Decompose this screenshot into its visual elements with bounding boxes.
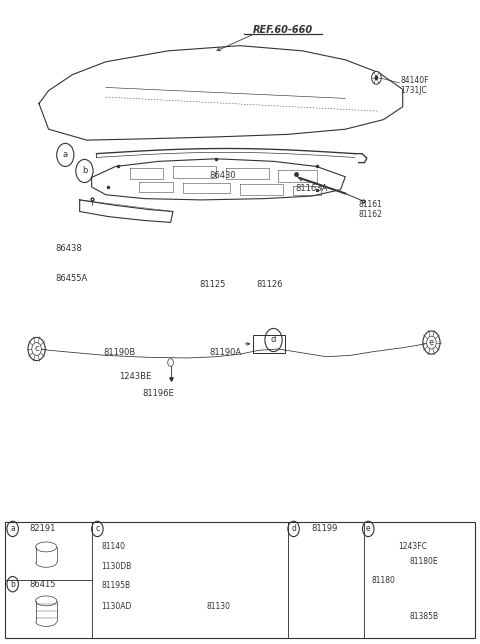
Text: 86430: 86430	[209, 171, 236, 180]
Text: e: e	[429, 338, 434, 347]
Text: 81190A: 81190A	[209, 348, 241, 357]
Text: 81385B: 81385B	[410, 612, 439, 621]
Text: 81130: 81130	[206, 601, 230, 611]
Text: 81140: 81140	[101, 542, 125, 551]
Text: 81126: 81126	[257, 280, 283, 289]
Text: a: a	[63, 151, 68, 160]
Text: 86455A: 86455A	[56, 274, 88, 283]
Text: b: b	[10, 580, 15, 589]
Text: 86438: 86438	[56, 243, 83, 252]
Text: 84140F
1731JC: 84140F 1731JC	[400, 76, 429, 95]
Text: 81180: 81180	[372, 576, 396, 585]
Text: 1130DB: 1130DB	[101, 562, 132, 571]
Text: REF.60-660: REF.60-660	[253, 24, 313, 35]
Text: c: c	[34, 345, 39, 354]
Text: d: d	[271, 336, 276, 345]
Text: e: e	[366, 524, 371, 533]
Text: c: c	[96, 524, 99, 533]
Circle shape	[427, 336, 436, 349]
Text: 81125: 81125	[199, 280, 226, 289]
Text: 1243BE: 1243BE	[120, 372, 152, 381]
Text: 81190B: 81190B	[104, 348, 136, 357]
Text: 1130AD: 1130AD	[101, 601, 132, 611]
Text: b: b	[82, 167, 87, 175]
Circle shape	[372, 71, 381, 84]
Text: a: a	[10, 524, 15, 533]
Circle shape	[32, 343, 41, 355]
Text: 81196E: 81196E	[142, 390, 174, 399]
Text: 81195B: 81195B	[101, 581, 131, 590]
Text: 1243FC: 1243FC	[398, 542, 427, 551]
Text: 81163A: 81163A	[295, 184, 327, 193]
Circle shape	[374, 75, 378, 80]
Text: 81199: 81199	[312, 524, 338, 533]
Text: d: d	[291, 524, 296, 533]
Text: 81180E: 81180E	[410, 556, 439, 565]
Text: 81161
81162: 81161 81162	[359, 200, 383, 219]
Text: 82191: 82191	[29, 524, 56, 533]
Text: 86415: 86415	[29, 580, 56, 589]
